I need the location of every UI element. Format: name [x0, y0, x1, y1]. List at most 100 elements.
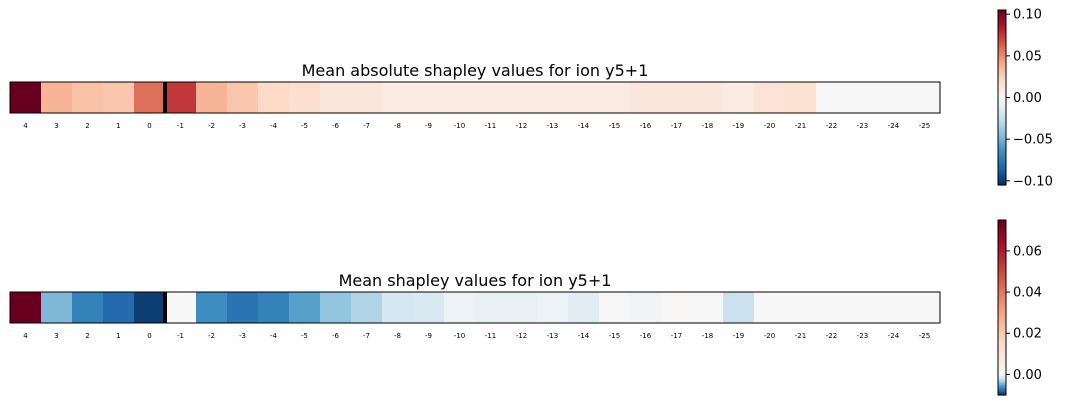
colorbar-segment: [998, 326, 1006, 329]
colorbar-segment: [998, 136, 1006, 139]
colorbar-segment: [998, 284, 1006, 287]
colorbar-segment: [998, 167, 1006, 170]
x-tick-label: -2: [208, 122, 215, 130]
colorbar-segment: [998, 348, 1006, 351]
x-tick-label: -23: [857, 122, 868, 130]
colorbar-segment: [998, 15, 1006, 18]
colorbar-segment: [998, 10, 1006, 13]
colorbar-segment: [998, 262, 1006, 265]
heatmap-1-cell: [165, 82, 197, 113]
colorbar-segment: [998, 113, 1006, 116]
colorbar-segment: [998, 161, 1006, 164]
colorbar-segment: [998, 389, 1006, 392]
heatmap-1: 4 3 2 1 0 -1 -2 -3 -4 -5 -6 -7 -8 -9 -10 -11 -12 -13 -14 -1…: [9, 81, 941, 130]
colorbar-segment: [998, 269, 1006, 272]
colorbar-segment: [998, 285, 1006, 288]
colorbar-segment: [998, 291, 1006, 294]
colorbar-segment: [998, 107, 1006, 110]
x-tick-label: -20: [764, 122, 775, 130]
colorbar-segment: [998, 268, 1006, 271]
colorbar-segment: [998, 346, 1006, 349]
colorbar-segment: [998, 50, 1006, 53]
colorbar-segment: [998, 170, 1006, 173]
colorbar-segment: [998, 46, 1006, 49]
colorbar-segment: [998, 148, 1006, 151]
x-tick-label: 3: [54, 332, 58, 340]
colorbar-segment: [998, 260, 1006, 263]
colorbar-segment: [998, 103, 1006, 106]
colorbar-segment: [998, 75, 1006, 78]
colorbar-segment: [998, 82, 1006, 85]
colorbar-segment: [998, 310, 1006, 313]
heatmap-1-cell: [816, 82, 848, 113]
heatmap-1-title: Mean absolute shapley values for ion y5+…: [302, 61, 649, 80]
colorbar-segment: [998, 307, 1006, 310]
colorbar-segment: [998, 166, 1006, 169]
colorbar-segment: [998, 55, 1006, 58]
colorbar-segment: [998, 345, 1006, 348]
heatmap-2-cell: [847, 292, 879, 323]
colorbar-segment: [998, 90, 1006, 93]
colorbar-segment: [998, 24, 1006, 27]
colorbar-segment: [998, 66, 1006, 69]
colorbar-segment: [998, 317, 1006, 320]
heatmap-2-cell: [506, 292, 538, 323]
colorbar-segment: [998, 288, 1006, 291]
x-tick-label: -18: [702, 332, 713, 340]
colorbar-segment: [998, 295, 1006, 298]
colorbar-segment: [998, 84, 1006, 87]
x-tick-label: -5: [301, 122, 308, 130]
colorbar-segment: [998, 304, 1006, 307]
colorbar-tick-label: −0.10: [1013, 174, 1053, 189]
heatmap-1-cell: [103, 82, 135, 113]
colorbar-segment: [998, 230, 1006, 233]
colorbar-segment: [998, 126, 1006, 129]
colorbar-segment: [998, 104, 1006, 107]
colorbar-segment: [998, 266, 1006, 269]
x-tick-label: -24: [888, 332, 900, 340]
colorbar-segment: [998, 316, 1006, 319]
heatmap-1-cell: [196, 82, 228, 113]
colorbar-segment: [998, 128, 1006, 131]
colorbar-segment: [998, 94, 1006, 97]
colorbar-segment: [998, 246, 1006, 249]
colorbar-segment: [998, 173, 1006, 176]
colorbar-segment: [998, 43, 1006, 46]
colorbar-segment: [998, 227, 1006, 230]
colorbar-segment: [998, 133, 1006, 137]
heatmap-1-cell: [10, 82, 42, 113]
colorbar-tick-label: 0.00: [1013, 368, 1042, 383]
colorbar-segment: [998, 244, 1006, 247]
colorbar-segment: [998, 367, 1006, 370]
colorbar-segment: [998, 36, 1006, 39]
x-tick-label: -25: [919, 122, 930, 130]
x-tick-label: -14: [578, 122, 590, 130]
colorbar-segment: [998, 182, 1006, 185]
colorbar-segment: [998, 335, 1006, 338]
x-tick-label: -16: [640, 332, 652, 340]
colorbar-segment: [998, 110, 1006, 113]
colorbar-segment: [998, 333, 1006, 336]
heatmap-2: 4 3 2 1 0 -1 -2 -3 -4 -5 -6 -7 -8 -9 -10 -11 -12 -13 -14 -1…: [9, 291, 941, 340]
colorbar-segment: [998, 233, 1006, 236]
colorbar-segment: [998, 386, 1006, 389]
colorbar-segment: [998, 220, 1006, 223]
colorbar-segment: [998, 339, 1006, 342]
heatmap-1-cell: [599, 82, 631, 113]
colorbar-segment: [998, 221, 1006, 224]
colorbar-segment: [998, 240, 1006, 243]
colorbar-tick-label: 0.10: [1013, 8, 1042, 23]
colorbar-segment: [998, 112, 1006, 115]
x-tick-label: -18: [702, 122, 713, 130]
colorbar-segment: [998, 63, 1006, 67]
colorbar-segment: [998, 100, 1006, 103]
colorbar-segment: [998, 376, 1006, 379]
x-tick-label: -7: [363, 332, 370, 340]
x-tick-label: -12: [516, 122, 527, 130]
colorbar-segment: [998, 78, 1006, 81]
colorbar-tick-label: −0.05: [1013, 133, 1053, 148]
heatmap-1-cell: [444, 82, 476, 113]
colorbar-segment: [998, 301, 1006, 304]
colorbar-segment: [998, 147, 1006, 150]
colorbar-segment: [998, 125, 1006, 128]
